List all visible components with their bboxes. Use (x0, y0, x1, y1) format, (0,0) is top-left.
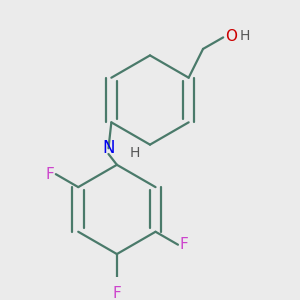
Text: N: N (102, 139, 115, 157)
Text: F: F (179, 237, 188, 252)
Text: F: F (46, 167, 54, 182)
Text: O: O (226, 29, 238, 44)
Text: F: F (112, 286, 121, 300)
Text: H: H (130, 146, 140, 160)
Text: H: H (240, 29, 250, 43)
